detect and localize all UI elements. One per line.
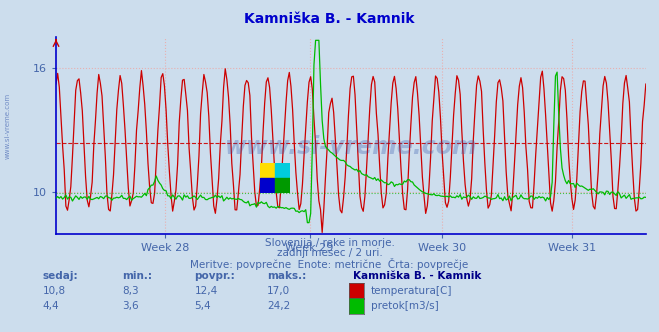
- Text: 12,4: 12,4: [194, 286, 217, 296]
- Text: 5,4: 5,4: [194, 301, 211, 311]
- Text: 10,8: 10,8: [43, 286, 66, 296]
- Text: Meritve: povprečne  Enote: metrične  Črta: povprečje: Meritve: povprečne Enote: metrične Črta:…: [190, 258, 469, 270]
- Text: 4,4: 4,4: [43, 301, 59, 311]
- Text: maks.:: maks.:: [267, 271, 306, 281]
- Text: sedaj:: sedaj:: [43, 271, 78, 281]
- Text: Kamniška B. - Kamnik: Kamniška B. - Kamnik: [353, 271, 481, 281]
- Text: temperatura[C]: temperatura[C]: [371, 286, 453, 296]
- Text: Kamniška B. - Kamnik: Kamniška B. - Kamnik: [244, 12, 415, 26]
- Text: Slovenija / reke in morje.: Slovenija / reke in morje.: [264, 238, 395, 248]
- Bar: [275, 163, 290, 178]
- Text: 17,0: 17,0: [267, 286, 290, 296]
- Text: 8,3: 8,3: [122, 286, 138, 296]
- Text: min.:: min.:: [122, 271, 152, 281]
- Bar: [275, 178, 290, 193]
- Bar: [260, 178, 275, 193]
- Text: www.si-vreme.com: www.si-vreme.com: [225, 135, 477, 159]
- Text: 24,2: 24,2: [267, 301, 290, 311]
- Text: zadnji mesec / 2 uri.: zadnji mesec / 2 uri.: [277, 248, 382, 258]
- Text: povpr.:: povpr.:: [194, 271, 235, 281]
- Text: www.si-vreme.com: www.si-vreme.com: [5, 93, 11, 159]
- Bar: [260, 163, 275, 178]
- Text: 3,6: 3,6: [122, 301, 138, 311]
- Text: pretok[m3/s]: pretok[m3/s]: [371, 301, 439, 311]
